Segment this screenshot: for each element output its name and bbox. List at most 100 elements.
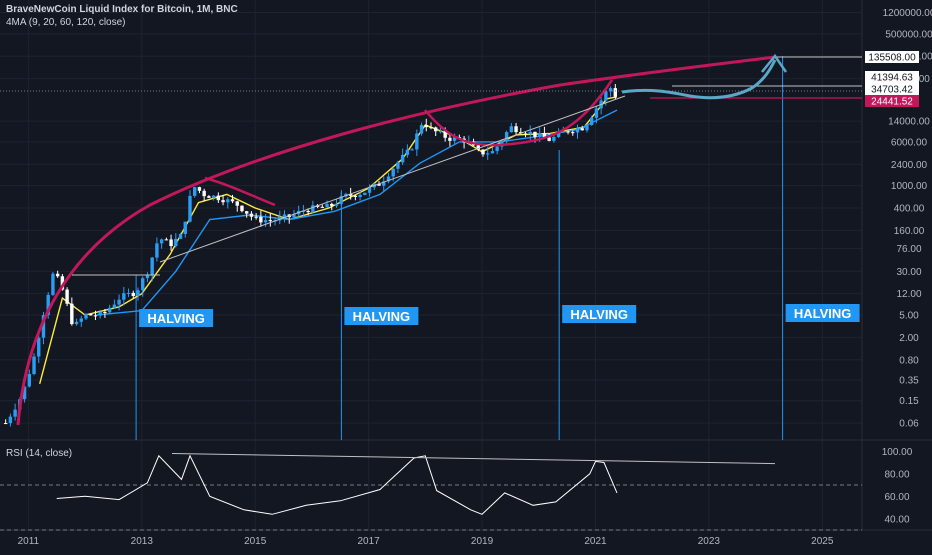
candle-body — [70, 303, 74, 325]
cycle-arc — [424, 79, 614, 147]
candle-body — [566, 131, 570, 133]
candle-body — [51, 273, 55, 295]
candle-body — [400, 154, 405, 163]
candle-body — [141, 278, 145, 291]
candle-body — [98, 311, 102, 316]
candle-body — [60, 276, 65, 290]
rsi-trendline — [171, 453, 776, 465]
halving-tag-box — [562, 305, 637, 323]
time-tick-label: 2017 — [357, 536, 380, 547]
halving-tag-box — [344, 307, 419, 325]
candle-body — [542, 132, 547, 138]
candle-body — [89, 314, 93, 316]
price-tick-label: 5.00 — [899, 311, 919, 322]
candle-body — [571, 132, 575, 134]
candle-body — [490, 151, 495, 154]
price-tag-box — [865, 95, 919, 107]
candle-body — [537, 132, 542, 137]
candle-body — [481, 149, 485, 155]
candle-body — [396, 162, 400, 169]
growth-arc — [16, 55, 776, 426]
ma-slow-line — [96, 109, 618, 316]
candle-body — [93, 315, 98, 317]
price-tag-label: 135508.00 — [868, 53, 916, 64]
candle-body — [46, 294, 50, 316]
candle-body — [178, 233, 183, 239]
candle-body — [429, 127, 433, 129]
candle-body — [263, 220, 268, 223]
indicator-legend: 4MA (9, 20, 60, 120, close) — [6, 17, 126, 28]
candle-body — [382, 181, 386, 186]
candle-body — [221, 200, 225, 203]
candle-body — [169, 239, 173, 247]
time-tick-label: 2023 — [698, 536, 721, 547]
halving-tag-box — [139, 309, 214, 327]
time-tick-label: 2015 — [244, 536, 267, 547]
price-tick-label: 76.00 — [896, 244, 921, 255]
candle-body — [334, 203, 339, 206]
rsi-tick-label: 80.00 — [884, 469, 909, 480]
candle-body — [589, 117, 594, 126]
rsi-tick-label: 60.00 — [884, 492, 909, 503]
candle-body — [608, 88, 613, 92]
candle-body — [122, 293, 126, 300]
candle-body — [211, 195, 216, 198]
candle-body — [348, 193, 353, 196]
price-tick-label: 0.15 — [899, 396, 919, 407]
time-tick-label: 2021 — [584, 536, 607, 547]
candle-body — [188, 195, 192, 222]
candle-body — [145, 274, 150, 279]
candle-body — [292, 214, 296, 218]
candle-body — [358, 194, 362, 198]
candle-body — [230, 199, 235, 202]
time-tick-label: 2013 — [131, 536, 154, 547]
candle-body — [27, 374, 32, 387]
candle-body — [367, 187, 372, 193]
candle-body — [575, 128, 580, 133]
candle-body — [391, 168, 395, 177]
price-tag-label: 34703.42 — [871, 85, 913, 96]
candle-body — [216, 195, 221, 201]
candle-body — [282, 214, 287, 217]
halving-tag-label: HALVING — [147, 311, 205, 326]
candle-body — [386, 176, 391, 182]
candle-body — [107, 307, 112, 313]
candle-body — [131, 292, 135, 296]
candle-body — [183, 221, 187, 234]
candle-body — [585, 125, 589, 131]
candle-body — [514, 126, 518, 133]
candle-body — [22, 386, 27, 400]
price-tick-label: 400.00 — [894, 204, 925, 215]
candle-body — [443, 131, 447, 138]
candle-body — [330, 203, 334, 206]
price-tick-label: 0.80 — [899, 355, 919, 366]
candle-body — [405, 149, 410, 155]
time-tick-label: 2025 — [811, 536, 834, 547]
candle-body — [226, 199, 230, 203]
candle-body — [13, 409, 17, 417]
price-tick-label: 6000.00 — [891, 137, 928, 148]
time-tick-label: 2019 — [471, 536, 494, 547]
price-tick-label: 1000.00 — [891, 181, 928, 192]
candle-body — [37, 337, 41, 357]
cycle-arc-2013 — [204, 176, 276, 207]
candle-body — [164, 239, 169, 241]
halving-tag-label: HALVING — [794, 306, 852, 321]
candle-body — [415, 133, 419, 150]
projection-path — [621, 59, 777, 100]
rsi-tick-label: 100.00 — [882, 447, 913, 458]
price-tick-label: 2.00 — [899, 333, 919, 344]
candle-body — [594, 108, 599, 118]
candle-body — [150, 257, 154, 275]
candle-body — [424, 125, 428, 128]
halving-tag-label: HALVING — [353, 309, 411, 324]
candle-body — [103, 311, 107, 313]
candle-body — [249, 213, 254, 217]
candle-body — [523, 133, 528, 135]
rsi-line — [56, 454, 618, 515]
price-tag-label: 41394.63 — [871, 73, 913, 84]
price-tick-label: 160.00 — [894, 226, 925, 237]
price-tag-box — [865, 83, 919, 95]
